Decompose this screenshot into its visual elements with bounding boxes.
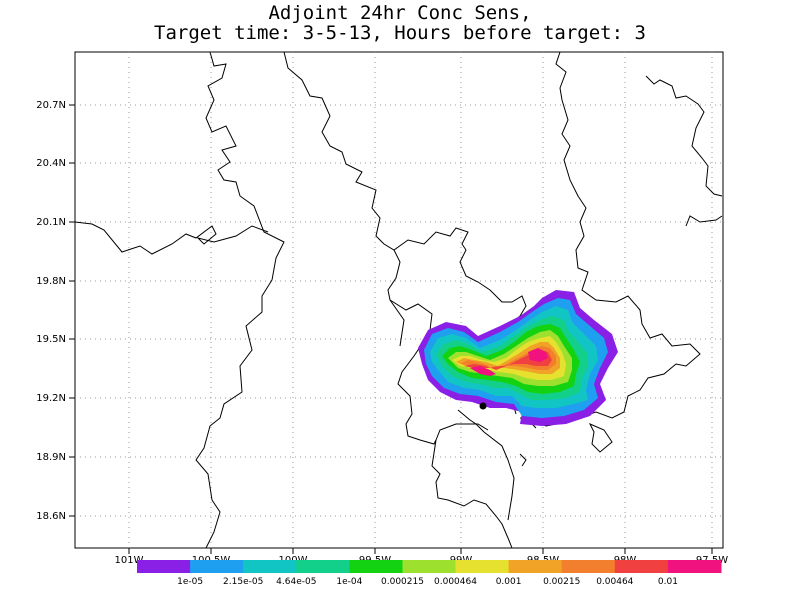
- lat-label: 18.9N: [36, 452, 66, 463]
- colorbar-swatch: [614, 560, 669, 573]
- colorbar-swatch: [243, 560, 297, 573]
- colorbar-label: 0.001: [496, 577, 522, 587]
- lat-label: 18.6N: [36, 511, 66, 522]
- colorbar-swatch: [190, 560, 244, 573]
- colorbar-label: 0.00215: [543, 577, 580, 587]
- colorbar-swatch: [508, 560, 563, 573]
- plot-frame: [74, 51, 724, 549]
- colorbar-swatch: [296, 560, 350, 573]
- colorbar-label: 0.000215: [381, 577, 424, 587]
- colorbar-labels: 1e-05 2.15e-05 4.64e-05 1e-04 0.000215 0.0004…: [177, 577, 678, 587]
- map-title-line1: Adjoint 24hr Conc Sens,: [268, 2, 532, 24]
- colorbar-swatch: [349, 560, 403, 573]
- colorbar-label: 1e-05: [177, 577, 203, 587]
- y-ticks: [69, 104, 75, 517]
- lat-label: 19.2N: [36, 393, 66, 404]
- band-max: [470, 348, 548, 376]
- colorbar-swatch: [667, 560, 722, 573]
- lat-label: 20.7N: [36, 100, 66, 111]
- colorbar-swatch: [455, 560, 510, 573]
- lon-label: 101W: [115, 555, 144, 566]
- lat-label: 19.5N: [36, 334, 66, 345]
- colorbar-label: 2.15e-05: [223, 577, 263, 587]
- colorbar-label: 0.000464: [434, 577, 477, 587]
- x-ticks: [128, 548, 713, 554]
- lat-label: 19.8N: [36, 276, 66, 287]
- colorbar-swatch: [137, 560, 191, 573]
- lat-label: 20.1N: [36, 217, 66, 228]
- map-title-line2: Target time: 3-5-13, Hours before target…: [154, 22, 646, 44]
- colorbar-label: 4.64e-05: [276, 577, 316, 587]
- colorbar: [137, 560, 722, 573]
- colorbar-swatch: [561, 560, 616, 573]
- colorbar-label: 1e-04: [336, 577, 362, 587]
- lat-label: 20.4N: [36, 158, 66, 169]
- grid-lines: [75, 52, 723, 548]
- colorbar-swatch: [402, 560, 457, 573]
- colorbar-label: 0.01: [658, 577, 678, 587]
- sensitivity-field: [418, 290, 618, 426]
- colorbar-label: 0.00464: [596, 577, 633, 587]
- lat-labels: 20.7N 20.4N 20.1N 19.8N 19.5N 19.2N 18.9…: [36, 100, 66, 522]
- receptor-marker: [479, 402, 487, 410]
